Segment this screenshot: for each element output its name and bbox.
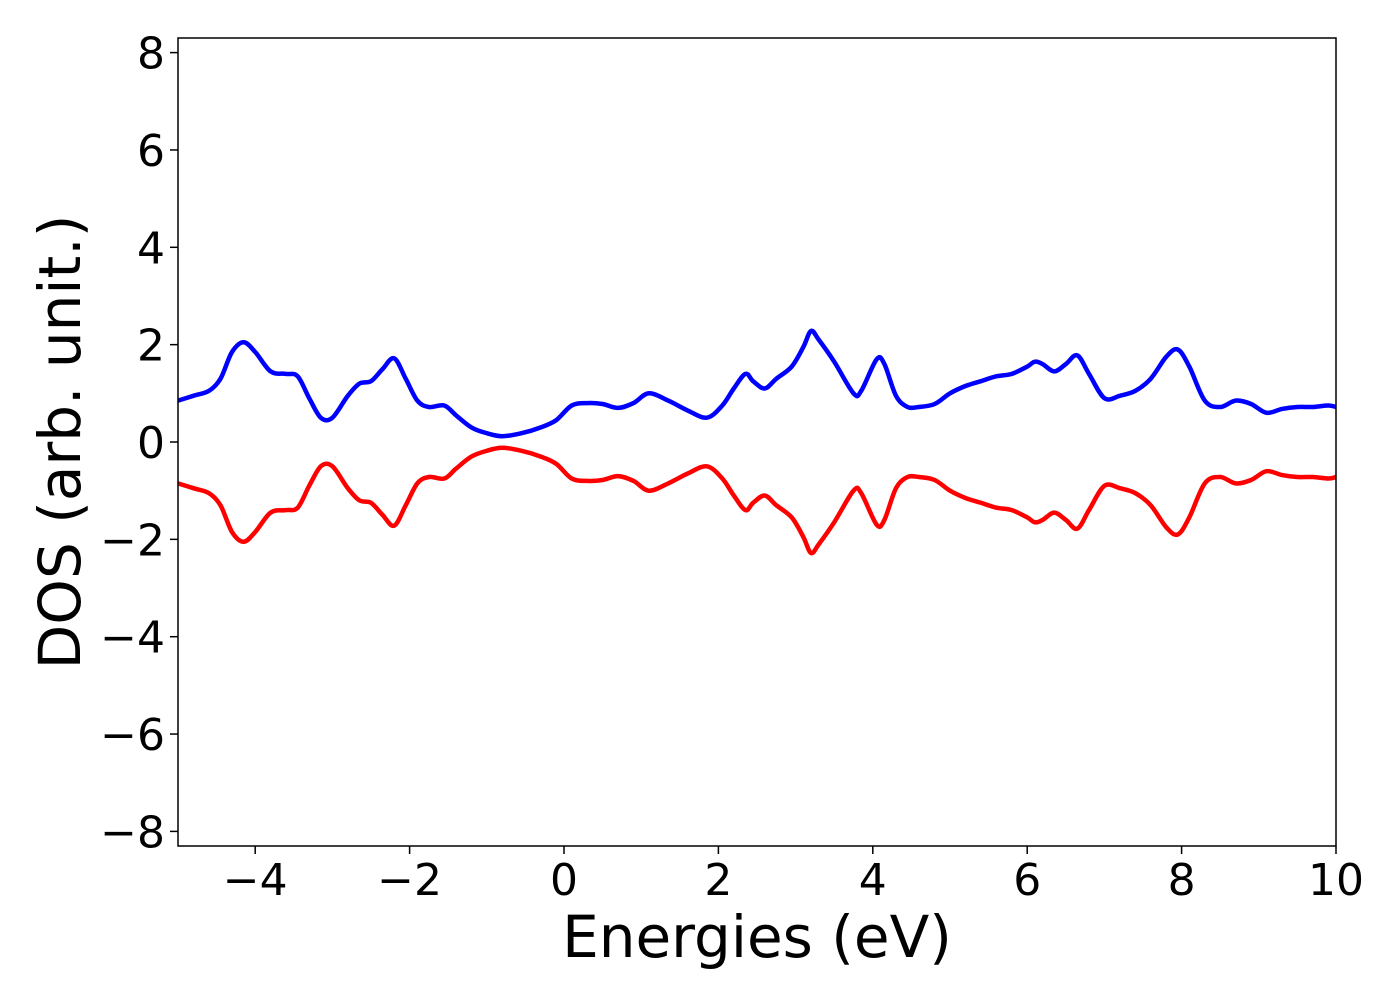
x-tick-label: 8 xyxy=(1168,855,1196,906)
y-tick-label: −4 xyxy=(100,613,165,664)
series-layer xyxy=(177,328,1337,556)
x-axis-label: Energies (eV) xyxy=(562,903,952,971)
series-line-1 xyxy=(177,445,1337,556)
y-tick-label: −2 xyxy=(100,515,165,566)
y-tick-label: −6 xyxy=(100,710,165,761)
x-tick-label: −4 xyxy=(223,855,288,906)
y-tick-label: 4 xyxy=(137,223,165,274)
x-tick-label: 10 xyxy=(1308,855,1364,906)
y-tick-label: 2 xyxy=(137,321,165,372)
x-tick-label: 0 xyxy=(550,855,578,906)
y-tick-label: 0 xyxy=(137,418,165,469)
x-axis-ticks: −4 −2 0 2 4 6 8 10 xyxy=(223,846,1364,906)
x-tick-label: −2 xyxy=(377,855,442,906)
y-tick-label: 8 xyxy=(137,29,165,80)
y-tick-label: −8 xyxy=(100,807,165,858)
x-tick-label: 4 xyxy=(859,855,887,906)
series-line-0 xyxy=(177,328,1337,439)
y-axis-label: DOS (arb. unit.) xyxy=(26,215,94,670)
x-tick-label: 6 xyxy=(1013,855,1041,906)
x-tick-label: 2 xyxy=(704,855,732,906)
y-axis-ticks: −8 −6 −4 −2 0 2 4 6 8 xyxy=(100,29,178,858)
y-tick-label: 6 xyxy=(137,126,165,177)
